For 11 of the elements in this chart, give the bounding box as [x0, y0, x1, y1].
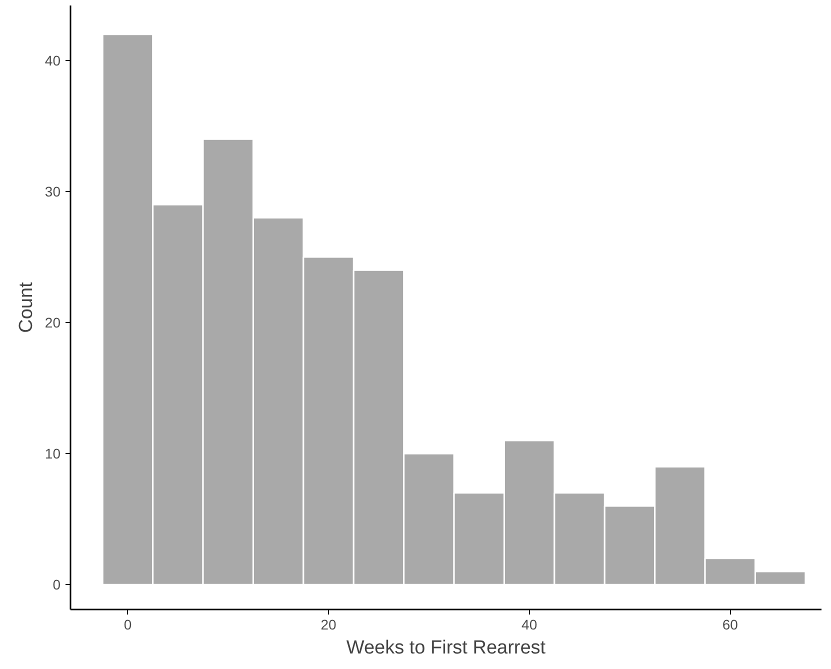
x-axis-title: Weeks to First Rearrest: [346, 638, 546, 658]
y-tick-label: 10: [44, 446, 61, 462]
y-tick-label: 40: [44, 52, 61, 69]
x-tick-label: 0: [124, 616, 132, 632]
x-tick-label: 20: [320, 616, 337, 632]
x-tick-label: 60: [722, 616, 738, 632]
x-tick-label: 40: [522, 616, 538, 632]
y-tick-label: 0: [52, 576, 61, 593]
y-tick-label: 30: [44, 184, 61, 200]
y-tick-label: 20: [44, 314, 61, 331]
y-axis-title: Count: [16, 281, 37, 333]
